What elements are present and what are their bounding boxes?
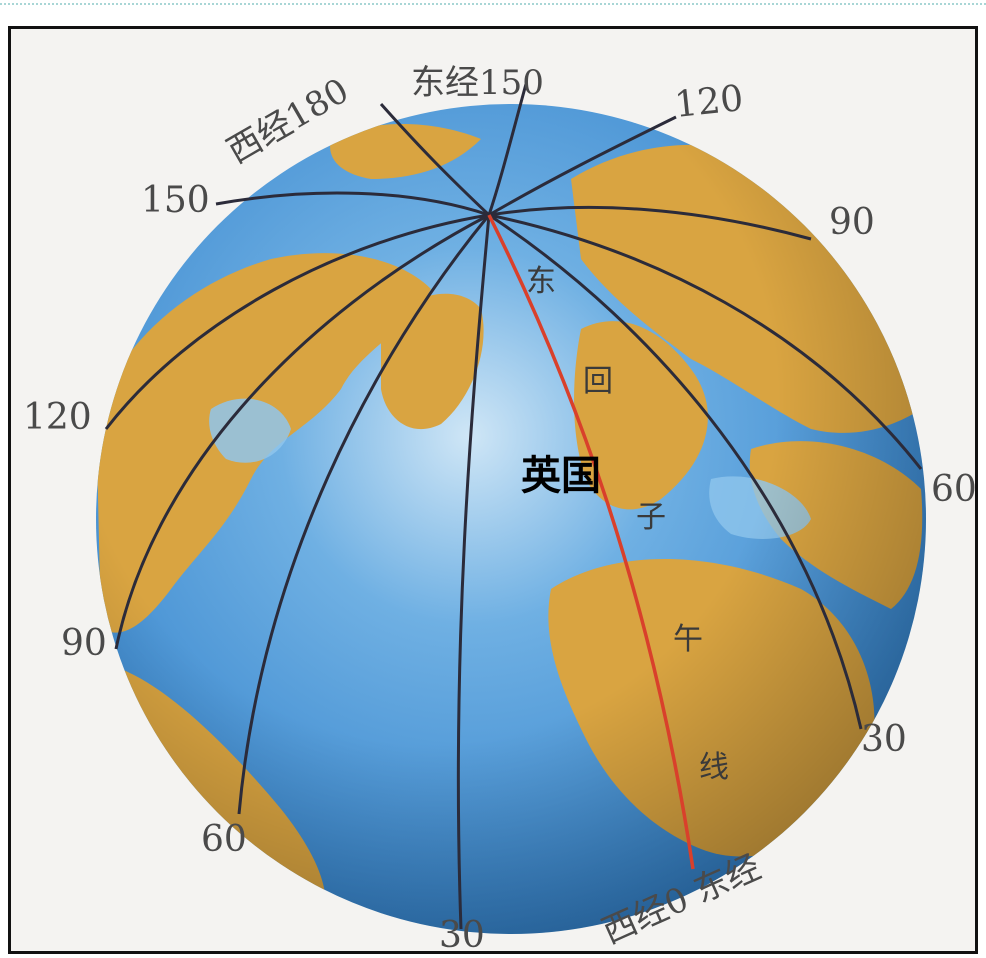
label-w60: 60 [201,819,247,860]
label-e120: 120 [673,78,746,126]
meridian-w180 [379,103,491,217]
meridian-e30 [488,213,863,730]
map-frame: 西经180 东经150 120 90 60 30 150 120 90 60 3… [8,26,978,954]
label-w90: 90 [61,623,107,664]
label-w150: 150 [141,180,210,221]
label-e30: 30 [861,719,907,760]
label-w120: 120 [23,397,92,438]
label-e90: 90 [829,202,875,243]
globe-shade [96,104,926,934]
meridian-w120 [104,213,490,430]
label-e150: 东经150 [411,63,544,103]
meridian-e120 [488,115,677,217]
meridian-w90 [114,213,490,650]
country-label-uk: 英国 [521,453,601,499]
annotation-4: 午 [673,622,703,657]
meridian-e150 [487,83,528,216]
meridian-w60 [237,214,491,815]
top-dotted-border [0,3,986,8]
label-w30: 30 [439,915,485,954]
annotation-1: 东 [526,264,556,299]
meridian-w150 [215,191,490,217]
globe-map: 西经180 东经150 120 90 60 30 150 120 90 60 3… [23,63,977,954]
meridian-lines [104,83,923,930]
label-e60: 60 [931,469,977,510]
annotation-5: 线 [699,750,729,785]
meridian-w30 [456,214,491,930]
meridian-e60 [488,213,923,470]
annotation-3: 子 [636,500,666,535]
meridian-e90 [488,205,812,241]
annotation-2: 回 [583,364,613,399]
prime-meridian [487,214,695,870]
